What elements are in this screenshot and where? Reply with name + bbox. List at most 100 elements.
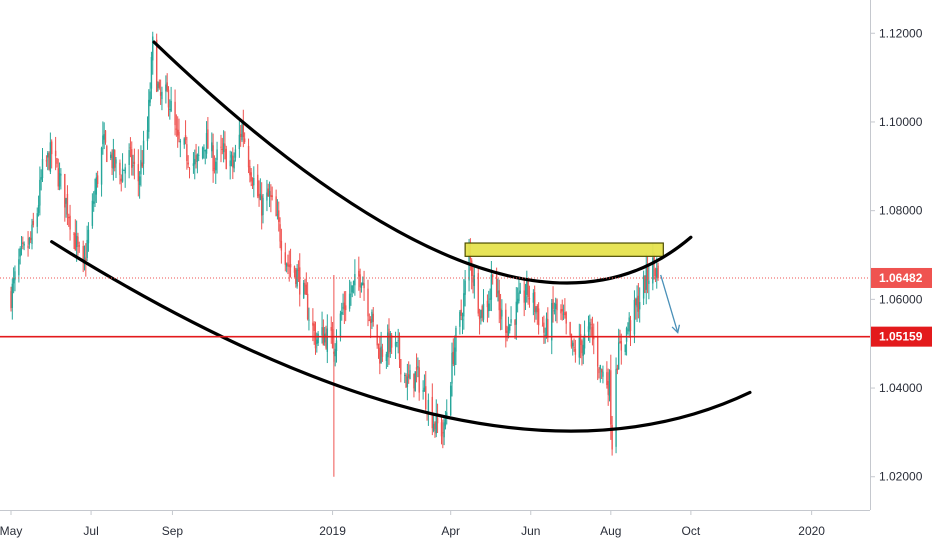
candle-body (170, 100, 172, 112)
candle-body (652, 257, 654, 284)
candle-body (444, 419, 447, 426)
candle-body (121, 168, 124, 182)
candle-body (553, 310, 556, 312)
candle-body (519, 290, 521, 294)
candle-body (624, 344, 626, 353)
candle-body (607, 380, 609, 395)
candle-body (192, 163, 195, 166)
candle-body (427, 399, 430, 413)
candle-body (47, 152, 49, 158)
candle-body (95, 177, 98, 195)
candle-body (94, 190, 96, 202)
candle-body (472, 277, 474, 283)
candle-body (358, 270, 360, 277)
price-axis[interactable]: 1.12000 1.10000 1.08000 1.06000 1.04000 1.020… (870, 0, 923, 510)
candle-body (397, 340, 399, 342)
candle-body (489, 298, 491, 300)
lower-arc-trendline[interactable] (50, 240, 752, 433)
candle-body (495, 275, 498, 298)
candlestick-series (10, 31, 659, 456)
candle-body (27, 245, 29, 249)
candle-body (247, 145, 250, 168)
candle-body (581, 340, 583, 354)
candle-body (610, 370, 612, 425)
candle-body (463, 293, 465, 317)
candle-body (415, 367, 418, 370)
candle-body (257, 174, 259, 197)
candle-body (379, 347, 381, 364)
candle-body (100, 147, 103, 185)
price-tick-label: 1.06000 (879, 292, 923, 306)
candle-body (608, 372, 611, 396)
candle-body (627, 329, 629, 331)
candle-body (74, 233, 77, 251)
candle-body (645, 266, 647, 290)
candle-body (564, 312, 566, 316)
candle-body (75, 235, 78, 248)
candle-body (260, 195, 263, 216)
candle-body (390, 335, 393, 348)
projection-arrow-head[interactable] (671, 324, 681, 334)
time-axis[interactable]: May Jul Sep 2019 Apr Jun Aug Oct 2020 (0, 510, 870, 538)
candle-body (176, 129, 179, 136)
candle-body (556, 299, 558, 311)
candle-body (317, 333, 319, 344)
candle-body (262, 197, 264, 216)
candle-body (587, 326, 590, 332)
price-tick-label: 1.12000 (879, 26, 923, 40)
candle-body (514, 320, 516, 326)
candle-body (510, 319, 512, 323)
candle-body (32, 220, 35, 225)
projection-arrow-shaft[interactable] (660, 274, 679, 333)
candle-body (316, 339, 318, 345)
candle-body (628, 317, 630, 332)
candle-body (644, 276, 646, 293)
time-tick-label: Aug (600, 524, 621, 538)
candle-body (103, 134, 105, 140)
candle-body (146, 129, 149, 142)
candle-body (137, 164, 140, 182)
candle-body (582, 344, 584, 356)
candle-body (205, 133, 208, 154)
candle-body (638, 302, 641, 310)
candle-body (23, 243, 25, 246)
candle-body (268, 191, 271, 197)
candle-body (20, 245, 23, 247)
candle-body (536, 305, 539, 313)
drawing-layer[interactable] (50, 40, 752, 433)
candle-body (270, 195, 272, 197)
candle-body (335, 340, 338, 352)
candle-body (509, 324, 511, 331)
candle-body (342, 306, 344, 309)
candle-body (242, 123, 245, 138)
candle-body (91, 200, 94, 226)
candle-body (113, 150, 116, 168)
candle-body (386, 332, 389, 358)
candle-body (267, 188, 269, 197)
candle-body (111, 153, 113, 168)
candle-body (499, 308, 502, 320)
candle-body (221, 148, 224, 150)
candle-body (368, 319, 371, 321)
upper-arc-trendline[interactable] (152, 40, 693, 285)
candle-body (85, 258, 87, 262)
candle-body (179, 140, 182, 143)
candle-body (69, 215, 71, 230)
price-tags: 1.06482 1.05159 (871, 267, 932, 347)
candle-body (295, 269, 297, 285)
candle-body (547, 319, 549, 338)
candle-body (297, 270, 300, 272)
candle-body (507, 327, 510, 338)
candle-body (593, 337, 595, 340)
candle-body (186, 144, 188, 162)
candle-body (362, 282, 364, 286)
candle-body (57, 168, 59, 187)
candle-body (418, 367, 420, 393)
candle-body (486, 300, 489, 308)
candle-body (323, 333, 326, 343)
candle-body (165, 84, 167, 92)
resistance-zone[interactable] (464, 242, 664, 257)
candle-body (313, 323, 315, 332)
candle-body (602, 371, 604, 377)
